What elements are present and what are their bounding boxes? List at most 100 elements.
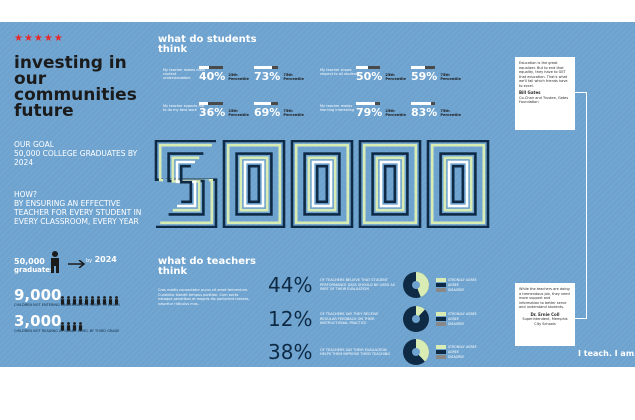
- digit-zero-stroke: [299, 148, 345, 220]
- percentile-bar: [254, 102, 278, 105]
- person-icon: [108, 296, 113, 305]
- legend-item: AGREE: [436, 350, 477, 354]
- student-item-value: 83%: [411, 106, 438, 119]
- student-item-desc-wrap: My teacher expects me to do my best work: [163, 104, 205, 112]
- connector-top: [575, 92, 587, 93]
- stat1-people-icons: [60, 290, 120, 309]
- digit-zero-stroke: [235, 152, 273, 216]
- student-item-desc: My teacher makes learning interesting: [320, 104, 355, 112]
- student-item-label: 75th Percentile: [283, 72, 304, 81]
- student-item-value: 73%: [254, 70, 281, 83]
- stat1-fine-print: CHILDREN NOT ENTERING KINDERGARTEN READY…: [14, 303, 120, 307]
- digit-zero-stroke: [358, 140, 422, 228]
- student-item-value: 69%: [254, 106, 281, 119]
- graduates-label: graduates: [14, 266, 55, 274]
- digit-zero-stroke: [435, 148, 481, 220]
- digit-zero-stroke: [439, 152, 477, 216]
- legend-label: DISAGREE: [448, 322, 465, 326]
- pie-hole: [412, 315, 420, 323]
- percentile-bar: [199, 102, 223, 105]
- student-item-value: 79%: [356, 106, 383, 119]
- person-icon: [51, 251, 59, 273]
- legend-swatch: [436, 283, 446, 287]
- student-item-desc: My teacher shows respect to all students: [320, 68, 360, 76]
- stat1-value: 9,000: [14, 286, 62, 304]
- person-icon: [72, 322, 77, 331]
- rating-stars: ★★★★★: [14, 33, 64, 44]
- pie-hole: [412, 348, 420, 356]
- person-icon: [66, 296, 71, 305]
- digit-zero-stroke: [307, 156, 337, 212]
- digit-zero-stroke: [447, 160, 469, 208]
- goal-heading: OUR GOAL: [14, 140, 54, 149]
- digit-five-stroke: [163, 148, 209, 220]
- teachers-description: Cras mattis consectetur purus sit amet f…: [158, 288, 250, 306]
- person-icon: [78, 322, 83, 331]
- percentile-bar: [411, 66, 435, 69]
- stat2-fine-print: CHILDREN NOT READING AT GRADE LEVEL BY T…: [14, 329, 120, 333]
- percentile-bar: [356, 102, 380, 105]
- person-icon: [96, 296, 101, 305]
- quote1-role: Co-Chair and Trustee, Gates Foundation: [519, 95, 569, 105]
- legend-swatch: [436, 317, 446, 321]
- person-icon: [114, 296, 119, 305]
- person-icon: [84, 296, 89, 305]
- pie-chart: [403, 306, 429, 332]
- teacher-row-desc: OF TEACHERS SAY THEIR EVALUATION HELPS T…: [320, 347, 391, 357]
- legend-item: AGREE: [436, 317, 477, 321]
- graduates-value: 50,000: [14, 257, 45, 266]
- person-icon: [102, 296, 107, 305]
- student-item-label: 75th Percentile: [283, 108, 304, 117]
- student-metric: 36% 25th Percentile: [199, 102, 250, 119]
- student-metric: 69% 75th Percentile: [254, 102, 305, 119]
- year-value: 2024: [94, 255, 117, 264]
- legend-label: AGREE: [448, 283, 459, 287]
- students-section-title: what do students think: [158, 34, 257, 55]
- person-icon: [72, 296, 77, 305]
- digit-zero-stroke: [231, 148, 277, 220]
- student-item-value: 50%: [356, 70, 383, 83]
- digit-zero-stroke: [451, 164, 465, 204]
- digit-five-stroke: [175, 160, 197, 208]
- student-item-label: 25th Percentile: [385, 108, 406, 117]
- legend-label: DISAGREE: [448, 355, 465, 359]
- legend-item: AGREE: [436, 283, 477, 287]
- legend-swatch: [436, 312, 446, 316]
- how-text: BY ENSURING AN EFFECTIVE TEACHER FOR EVE…: [14, 199, 142, 226]
- student-metric: 73% 75th Percentile: [254, 66, 305, 83]
- pie-hole: [412, 281, 420, 289]
- legend-swatch: [436, 355, 446, 359]
- student-item-label: 25th Percentile: [228, 72, 249, 81]
- student-metric: 79% 25th Percentile: [356, 102, 407, 119]
- digit-zero-stroke: [247, 164, 261, 204]
- student-metric: 83% 75th Percentile: [411, 102, 462, 119]
- student-item-desc-wrap: My teacher makes learning interesting: [320, 104, 362, 112]
- by-label: by: [86, 258, 93, 264]
- person-icon: [66, 322, 71, 331]
- legend-label: DISAGREE: [448, 288, 465, 292]
- digit-zero-stroke: [371, 152, 409, 216]
- goal-text: 50,000 COLLEGE GRADUATES BY 2024: [14, 149, 138, 167]
- quote1-text: Education is the great equalizer. But to…: [519, 61, 568, 88]
- pie-chart: [403, 272, 430, 298]
- student-item-desc: My teacher expects me to do my best work: [163, 104, 205, 112]
- teacher-row: 44% OF TEACHERS BELIEVE THAT STUDENT PERF…: [268, 271, 477, 299]
- goal-block: OUR GOAL 50,000 COLLEGE GRADUATES BY 202…: [14, 140, 154, 167]
- digit-zero-stroke: [315, 164, 329, 204]
- student-item-label: 75th Percentile: [440, 108, 461, 117]
- legend-label: STRONGLY AGREE: [448, 312, 477, 316]
- digit-zero-stroke: [290, 140, 354, 228]
- percentile-bar: [411, 102, 435, 105]
- person-icon: [90, 296, 95, 305]
- legend-item: STRONGLY AGREE: [436, 345, 477, 349]
- digit-zero-stroke: [239, 156, 269, 212]
- digit-zero-stroke: [430, 143, 486, 225]
- connector-vertical: [586, 92, 587, 318]
- how-heading: HOW?: [14, 190, 37, 199]
- big-number-graphic: [154, 140, 490, 228]
- teacher-row-value: 44%: [268, 273, 313, 297]
- digit-zero-stroke: [426, 140, 490, 228]
- legend-item: STRONGLY AGREE: [436, 278, 477, 282]
- digit-zero-stroke: [383, 164, 397, 204]
- digit-zero-stroke: [226, 143, 282, 225]
